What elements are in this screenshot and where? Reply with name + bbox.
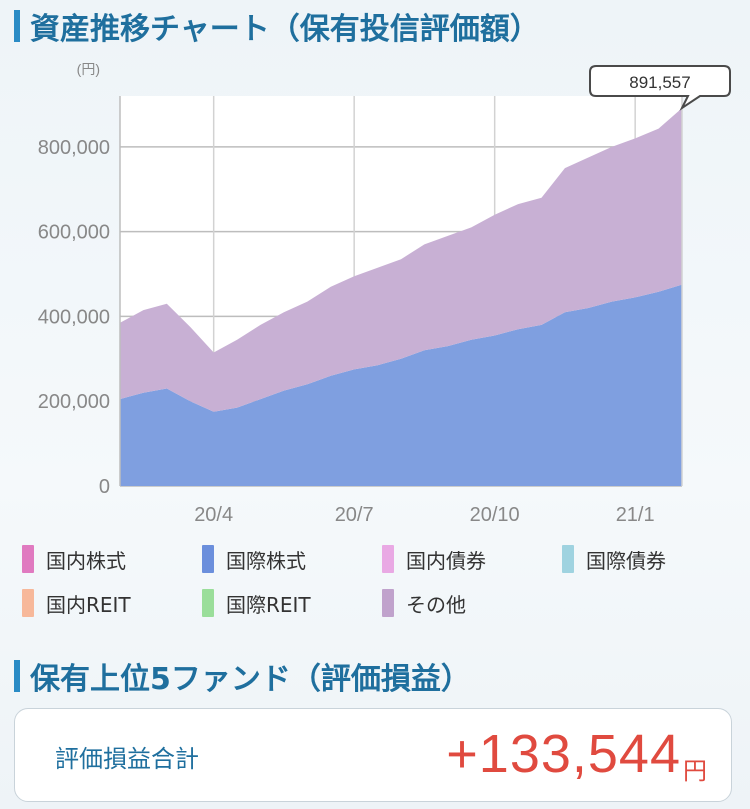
legend-item: 国際REIT <box>202 588 382 618</box>
axis-layer: 0 200,000 400,000 600,000 800,000 20/4 20/7 20/… <box>38 96 683 526</box>
asset-chart-svg: (円) 0 200,000 400,000 600,000 800,000 20/4 20/… <box>38 61 731 526</box>
y-unit-label: (円) <box>77 61 100 77</box>
legend-swatch <box>22 589 34 617</box>
title-accent-bar <box>14 660 20 692</box>
legend-item: 国内債券 <box>382 544 562 574</box>
legend-swatch <box>22 545 34 573</box>
value-callout: 891,557 <box>589 65 731 111</box>
series-area <box>120 284 682 486</box>
area-layer <box>120 108 682 486</box>
top-funds-title: 保有上位5ファンド（評価損益） <box>30 662 471 697</box>
legend-item: その他 <box>382 588 562 618</box>
chart-title: 資産推移チャート（保有投信評価額） <box>30 12 540 47</box>
series-area <box>120 108 682 412</box>
legend-label: 国内債券 <box>406 548 486 573</box>
y-tick-label: 0 <box>99 476 110 498</box>
legend-swatch <box>382 545 394 573</box>
legend-swatch <box>562 545 574 573</box>
y-tick-label: 800,000 <box>38 137 110 159</box>
legend-item: 国内株式 <box>22 544 202 574</box>
legend-item: 国際株式 <box>202 544 382 574</box>
gain-loss-summary-card: 評価損益合計 +133,544 円 <box>14 708 732 802</box>
legend-label: その他 <box>406 592 466 617</box>
top-funds-section-title: 保有上位5ファンド（評価損益） <box>14 654 471 698</box>
legend-swatch <box>202 545 214 573</box>
legend-item: 国際債券 <box>562 544 742 574</box>
gain-loss-label: 評価損益合計 <box>55 745 199 773</box>
legend-swatch <box>202 589 214 617</box>
chart-legend: 国内株式 国際株式 国内債券 国際債券国内REIT 国際REIT その他 <box>22 544 742 618</box>
legend-item: 国内REIT <box>22 588 202 618</box>
y-tick-label: 600,000 <box>38 222 110 244</box>
legend-swatch <box>382 589 394 617</box>
legend-label: 国内REIT <box>46 592 131 617</box>
callout-value: 891,557 <box>629 73 690 92</box>
y-tick-label: 200,000 <box>38 391 110 413</box>
chart-section-title: 資産推移チャート（保有投信評価額） <box>14 4 540 48</box>
legend-label: 国際REIT <box>226 592 311 617</box>
legend-label: 国際株式 <box>226 548 306 573</box>
x-tick-label: 20/10 <box>470 504 520 526</box>
x-tick-label: 21/1 <box>616 504 655 526</box>
title-accent-bar <box>14 10 20 42</box>
x-tick-label: 20/7 <box>335 504 374 526</box>
legend-label: 国内株式 <box>46 548 126 573</box>
gain-loss-value: +133,544 <box>446 724 681 784</box>
gain-loss-unit: 円 <box>683 757 707 785</box>
x-tick-label: 20/4 <box>194 504 233 526</box>
callout-bubble <box>589 65 731 111</box>
asset-chart: (円) 0 200,000 400,000 600,000 800,000 20/4 20/… <box>0 52 750 532</box>
legend-label: 国際債券 <box>586 548 666 573</box>
y-tick-label: 400,000 <box>38 306 110 328</box>
